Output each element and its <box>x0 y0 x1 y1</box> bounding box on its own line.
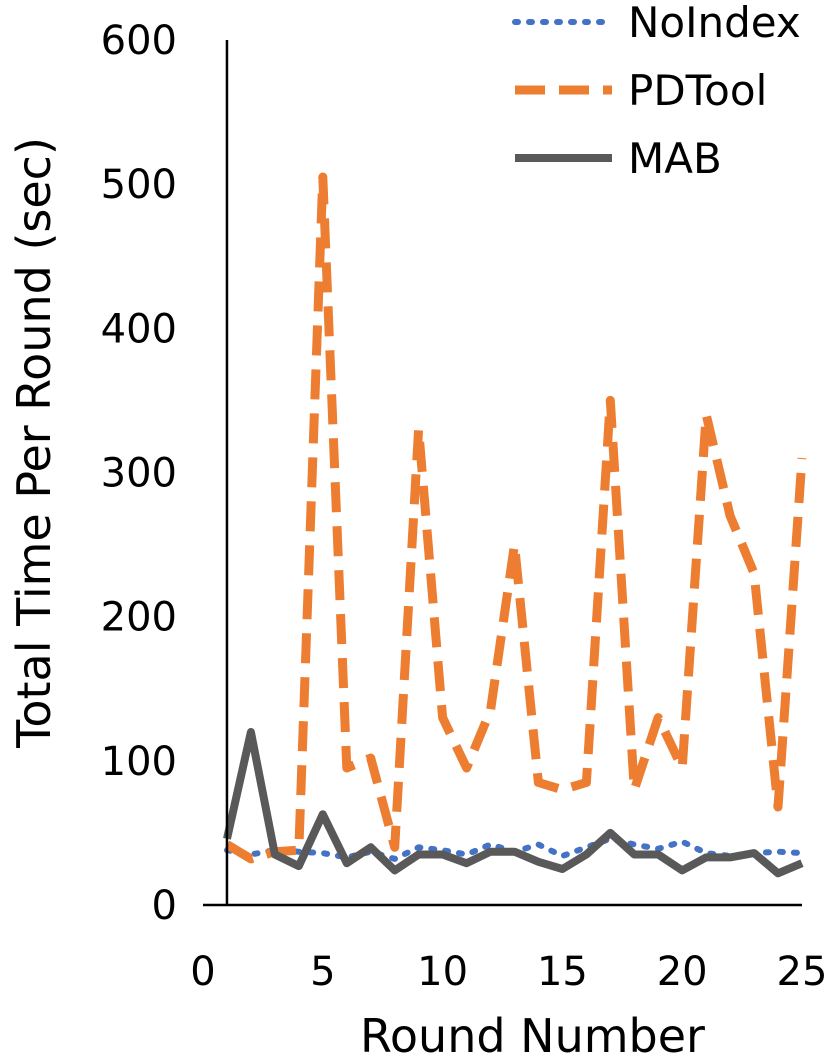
y-axis-title: Total Time Per Round (sec) <box>7 137 61 749</box>
y-tick-label: 200 <box>101 595 177 641</box>
x-tick-label: 25 <box>777 949 828 995</box>
y-tick-label: 500 <box>101 162 177 208</box>
legend-label: PDTool <box>628 66 767 115</box>
y-tick-label: 400 <box>101 306 177 352</box>
legend: NoIndex PDTool MAB <box>512 0 801 183</box>
series-line-mab <box>223 728 804 878</box>
legend-label: MAB <box>628 134 722 183</box>
series-line-pdtool <box>224 172 807 864</box>
y-tick-label: 300 <box>101 451 177 497</box>
legend-label: NoIndex <box>628 0 801 47</box>
x-tick-label: 0 <box>190 949 215 995</box>
y-tick-label: 100 <box>101 739 177 785</box>
legend-entry-mab: MAB <box>515 134 722 183</box>
x-tick-label: 20 <box>657 949 708 995</box>
legend-entry-noindex: NoIndex <box>512 0 801 47</box>
x-tick-label: 10 <box>417 949 468 995</box>
y-tick-labels: 0 100 200 300 400 500 600 <box>101 18 177 929</box>
x-tick-labels: 0 5 10 15 20 25 <box>190 949 827 995</box>
y-tick-label: 0 <box>152 883 177 929</box>
x-tick-label: 5 <box>310 949 335 995</box>
x-tick-label: 15 <box>537 949 588 995</box>
y-tick-label: 600 <box>101 18 177 64</box>
x-axis-title: Round Number <box>360 1009 705 1059</box>
legend-entry-pdtool: PDTool <box>515 66 767 115</box>
axes-layer <box>203 40 802 907</box>
series-layer <box>223 172 807 878</box>
